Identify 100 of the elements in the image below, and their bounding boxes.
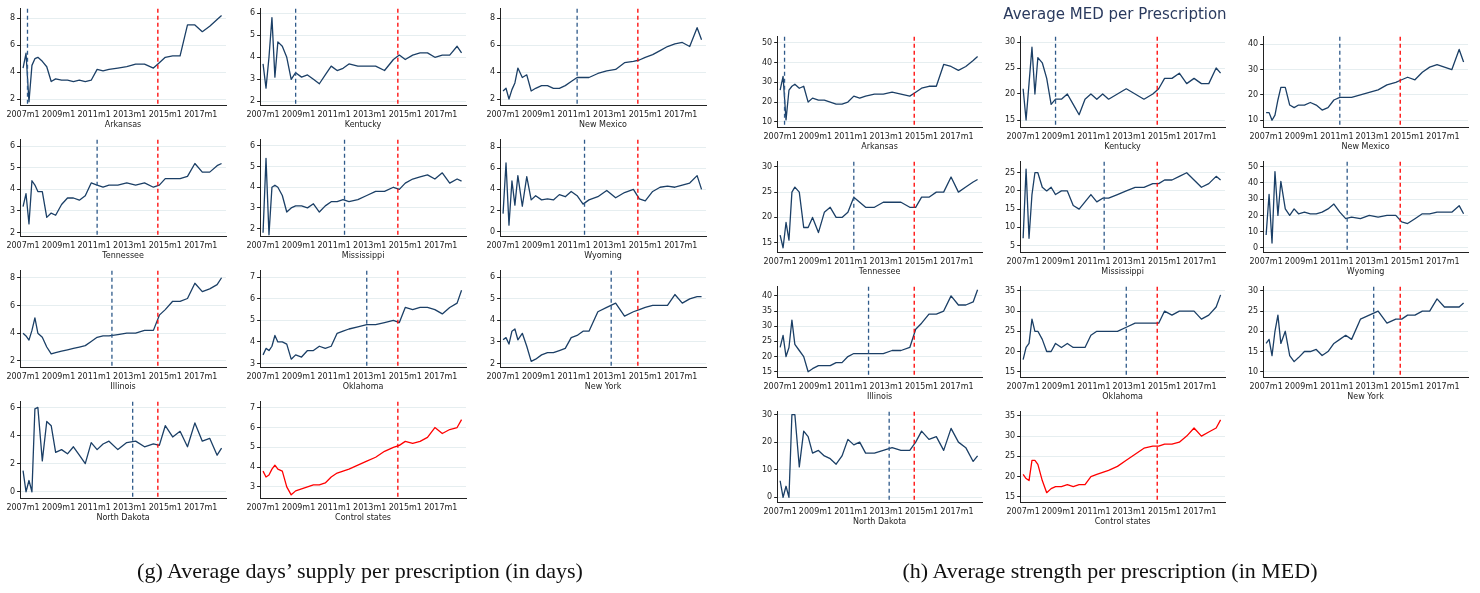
y-tick-label: 3 [250, 202, 256, 212]
x-tick-label: 2017m1 [940, 381, 974, 391]
x-tick-label: 2013m1 [1355, 256, 1389, 266]
x-tick-label: 2013m1 [1112, 381, 1146, 391]
x-tick-label: 2009m1 [798, 381, 833, 391]
y-tick-label: 2 [490, 94, 496, 104]
y-tick-label: 8 [490, 142, 496, 152]
y-tick-label: 4 [250, 182, 256, 192]
y-tick-label: 0 [767, 492, 773, 502]
y-tick-label: 30 [761, 321, 773, 331]
x-tick-label: 2013m1 [593, 240, 627, 250]
x-axis-title: Kentucky [344, 120, 382, 130]
y-tick-label: 30 [1247, 64, 1259, 74]
y-tick-label: 25 [1004, 451, 1016, 461]
y-tick-label: 5 [10, 162, 16, 172]
y-tick-label: 4 [10, 328, 16, 338]
y-tick-label: 5 [250, 161, 256, 171]
x-axis-title: New York [584, 382, 622, 392]
x-tick-label: 2011m1 [317, 371, 351, 381]
x-tick-label: 2009m1 [41, 371, 76, 381]
y-tick-label: 2 [490, 205, 496, 215]
x-tick-label: 2013m1 [113, 240, 147, 250]
x-tick-label: 2007m1 [246, 502, 280, 512]
y-tick-label: 2 [10, 355, 16, 365]
y-tick-label: 50 [761, 37, 773, 47]
x-tick-label: 2009m1 [1041, 381, 1076, 391]
x-tick-label: 2011m1 [1077, 256, 1111, 266]
x-tick-label: 2017m1 [184, 240, 218, 250]
y-tick-label: 25 [1004, 63, 1016, 73]
y-tick-label: 20 [1247, 210, 1259, 220]
x-tick-label: 2017m1 [664, 371, 698, 381]
x-axis-title: Arkansas [861, 142, 898, 152]
x-tick-label: 2015m1 [904, 381, 939, 391]
y-tick-label: 35 [1004, 285, 1016, 295]
y-tick-label: 15 [1004, 115, 1016, 125]
x-tick-label: 2013m1 [1355, 131, 1389, 141]
x-tick-label: 2007m1 [1006, 131, 1040, 141]
y-tick-label: 40 [761, 290, 773, 300]
y-tick-label: 10 [1247, 115, 1259, 125]
x-tick-label: 2009m1 [41, 240, 76, 250]
x-tick-label: 2015m1 [1147, 506, 1182, 516]
chart-title: Average MED per Prescription [1002, 5, 1228, 23]
x-tick-label: 2009m1 [1284, 131, 1319, 141]
x-tick-label: 2007m1 [6, 502, 40, 512]
y-tick-label: 5 [490, 293, 496, 303]
x-tick-label: 2013m1 [113, 109, 147, 119]
y-tick-label: 4 [250, 462, 256, 472]
x-tick-label: 2013m1 [1355, 381, 1389, 391]
x-axis-title: New York [1347, 392, 1385, 402]
y-tick-label: 15 [1247, 346, 1259, 356]
x-tick-label: 2015m1 [148, 109, 182, 119]
y-tick-label: 20 [1247, 90, 1259, 100]
x-tick-label: 2009m1 [521, 109, 556, 119]
y-tick-label: 20 [761, 351, 773, 361]
x-tick-label: 2017m1 [664, 240, 698, 250]
x-tick-label: 2017m1 [940, 256, 974, 266]
y-tick-label: 25 [1247, 306, 1259, 316]
x-tick-label: 2017m1 [940, 506, 974, 516]
x-tick-label: 2013m1 [353, 371, 387, 381]
y-tick-label: 6 [10, 141, 16, 151]
x-tick-label: 2013m1 [1112, 506, 1146, 516]
x-tick-label: 2011m1 [1320, 381, 1354, 391]
x-tick-label: 2013m1 [113, 371, 147, 381]
y-tick-label: 15 [1004, 366, 1016, 376]
y-tick-label: 4 [250, 52, 256, 62]
x-axis-title: Oklahoma [1102, 392, 1144, 402]
x-tick-label: 2009m1 [281, 371, 316, 381]
y-tick-label: 15 [1004, 204, 1016, 214]
x-tick-label: 2007m1 [6, 371, 40, 381]
y-tick-label: 0 [1253, 243, 1259, 252]
y-tick-label: 6 [10, 402, 16, 412]
x-axis-title: New Mexico [1341, 142, 1390, 152]
y-tick-label: 6 [250, 422, 256, 432]
x-tick-label: 2007m1 [246, 240, 280, 250]
y-tick-label: 40 [1247, 39, 1259, 49]
y-tick-label: 4 [490, 184, 496, 194]
y-tick-label: 2 [10, 458, 16, 468]
x-tick-label: 2009m1 [1284, 381, 1319, 391]
x-tick-label: 2013m1 [1112, 131, 1146, 141]
y-tick-label: 20 [1004, 346, 1016, 356]
x-tick-label: 2015m1 [1390, 256, 1425, 266]
x-tick-label: 2011m1 [1077, 131, 1111, 141]
x-tick-label: 2011m1 [1320, 256, 1354, 266]
x-tick-label: 2015m1 [1390, 131, 1425, 141]
y-tick-label: 15 [1004, 491, 1016, 501]
x-tick-label: 2017m1 [1183, 256, 1217, 266]
x-axis-title: Wyoming [584, 251, 622, 261]
y-tick-label: 8 [10, 272, 16, 282]
x-tick-label: 2011m1 [1077, 381, 1111, 391]
x-tick-label: 2011m1 [557, 371, 591, 381]
y-tick-label: 2 [10, 94, 16, 104]
x-tick-label: 2015m1 [1147, 131, 1182, 141]
x-tick-label: 2011m1 [317, 502, 351, 512]
x-tick-label: 2007m1 [763, 381, 797, 391]
x-tick-label: 2013m1 [1112, 256, 1146, 266]
x-tick-label: 2009m1 [521, 371, 556, 381]
x-tick-label: 2011m1 [557, 240, 591, 250]
x-tick-label: 2015m1 [628, 371, 662, 381]
y-tick-label: 3 [250, 74, 256, 84]
x-tick-label: 2017m1 [1183, 131, 1217, 141]
